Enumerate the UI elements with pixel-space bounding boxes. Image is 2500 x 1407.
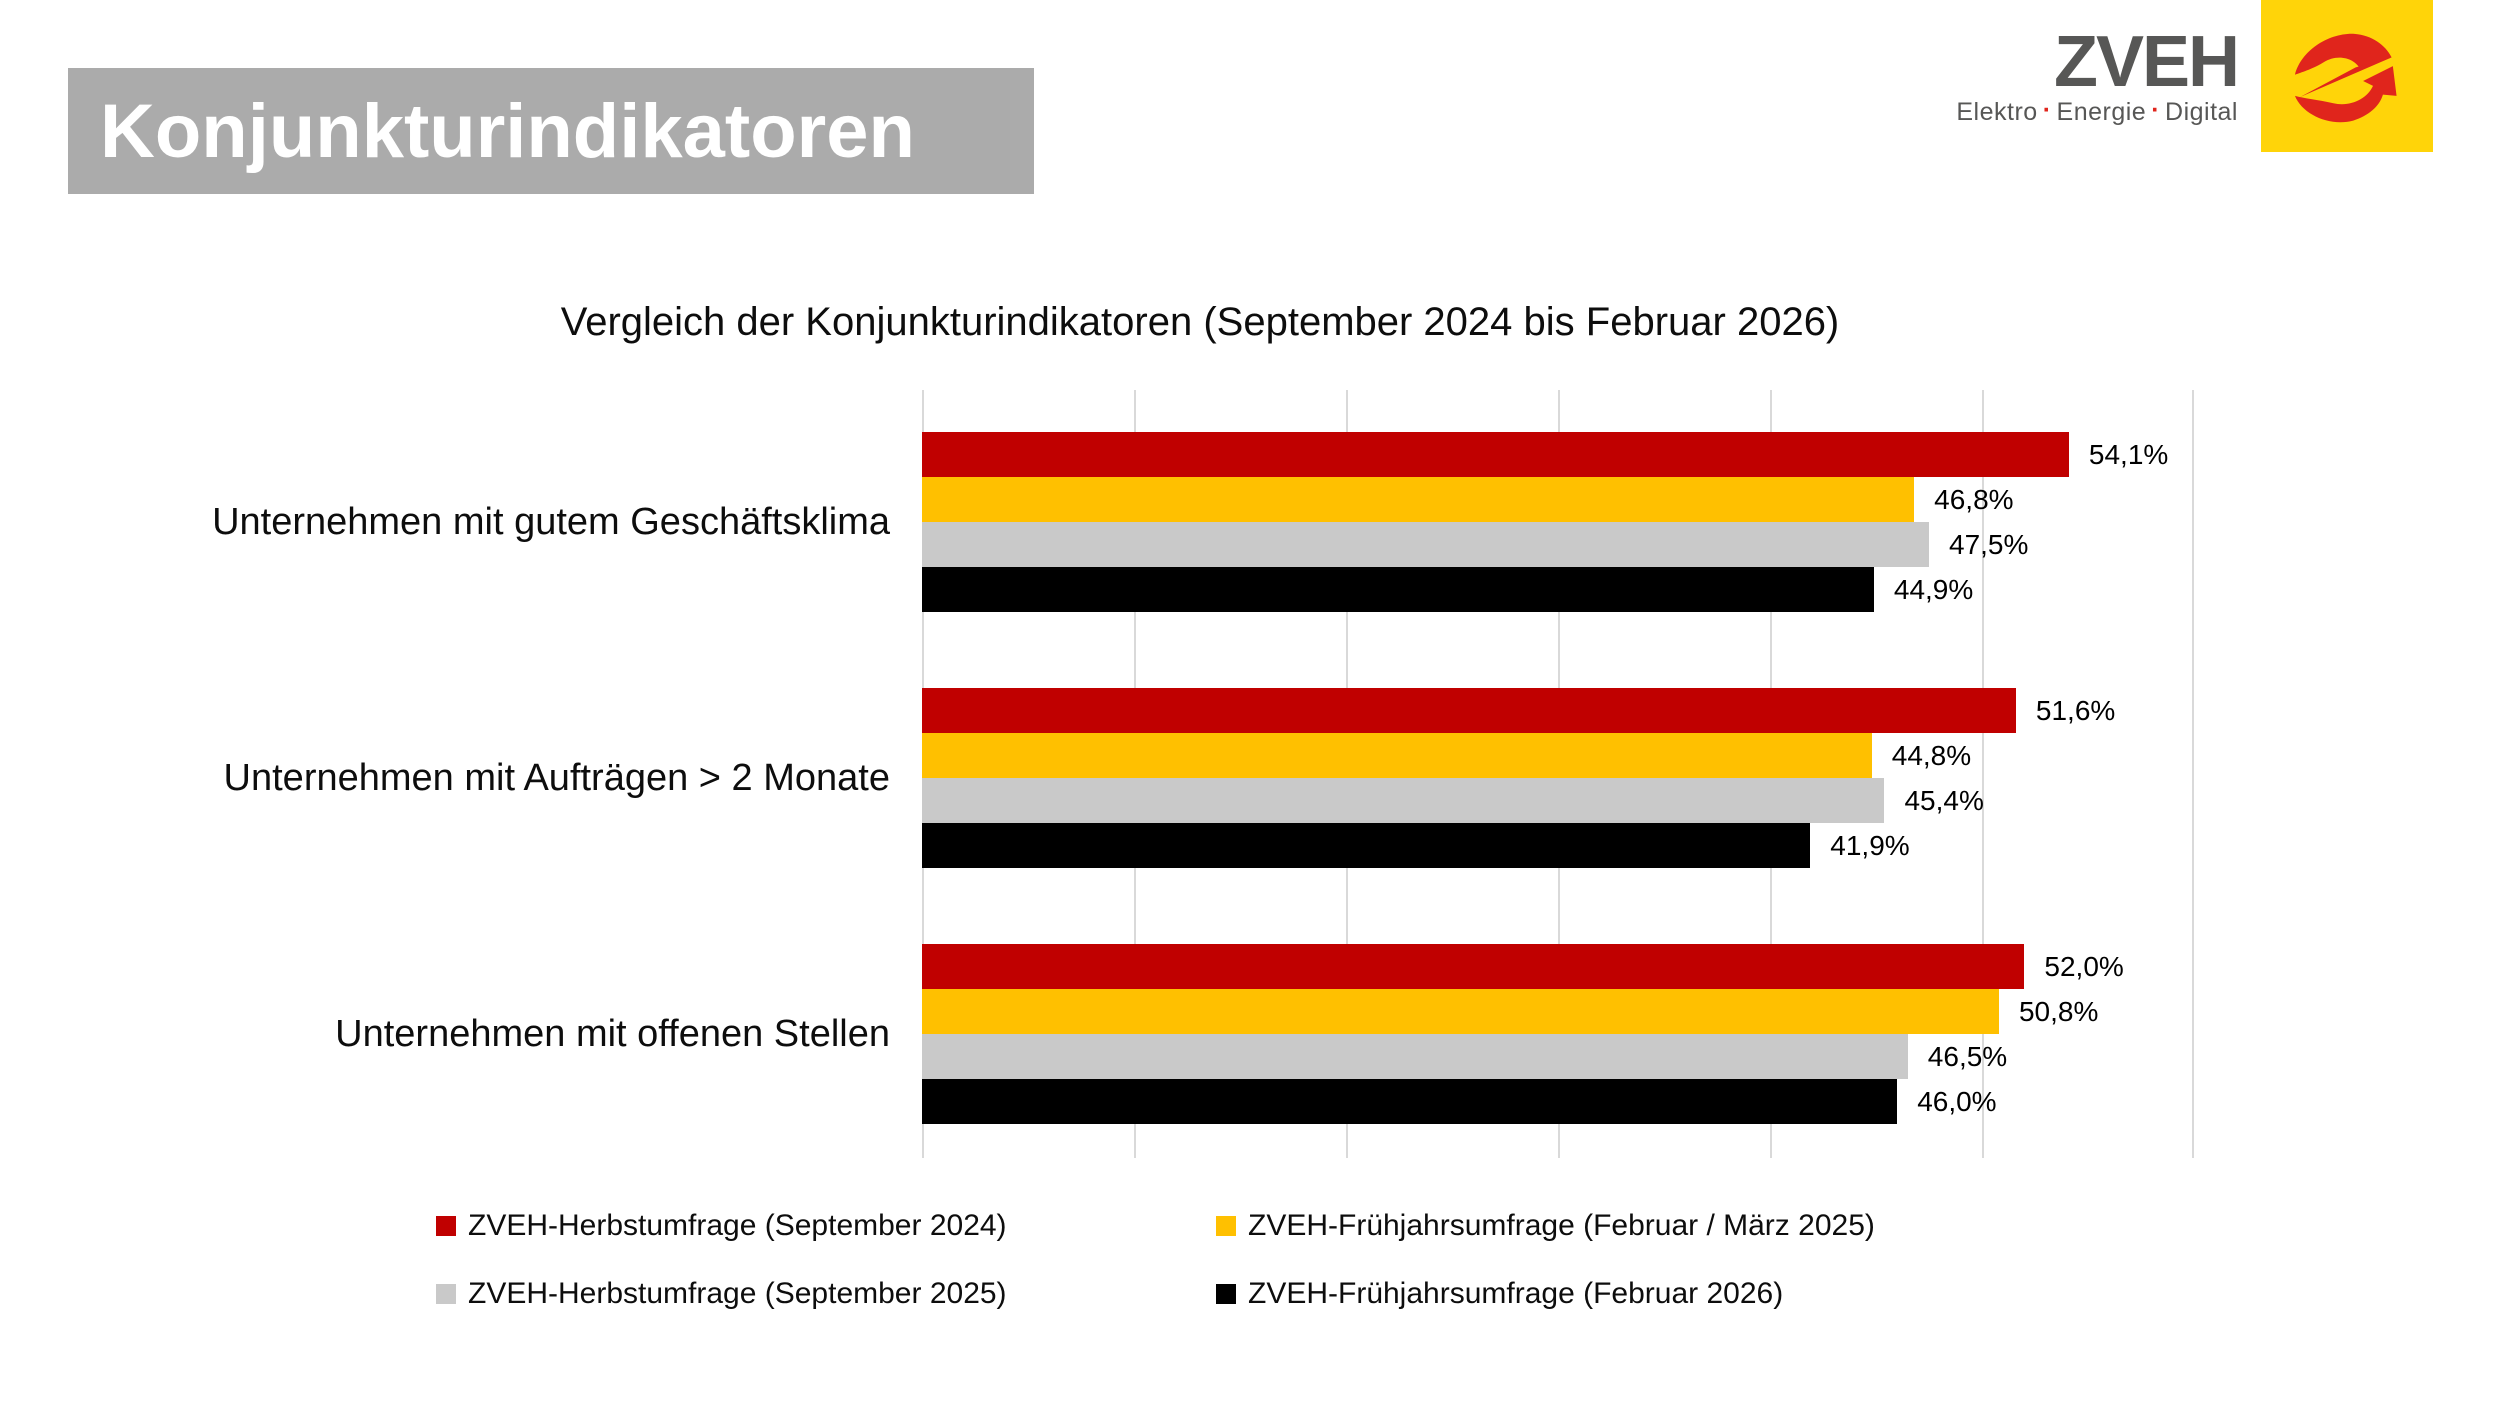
page-title-box: Konjunkturindikatoren <box>68 68 1034 194</box>
zveh-arrow-e-icon <box>2294 33 2397 123</box>
tagline-word: Elektro <box>1956 98 2038 126</box>
bar-series3-cat1 <box>922 522 1929 567</box>
bar-value-label: 44,8% <box>1891 740 1972 771</box>
gridline-60 <box>2192 390 2194 1158</box>
legend-swatch-icon <box>436 1216 456 1236</box>
chart-legend: ZVEH-Herbstumfrage (September 2024) ZVEH-… <box>436 1206 1875 1314</box>
legend-label: ZVEH-Herbstumfrage (September 2024) <box>468 1209 1007 1242</box>
bar-value-label: 46,0% <box>1917 1086 1997 1117</box>
legend-swatch-icon <box>436 1284 456 1304</box>
legend-swatch-icon <box>1216 1216 1236 1236</box>
bar-series1-cat3 <box>922 944 2025 989</box>
zveh-tagline: Elektro · Energie · Digital <box>1956 98 2238 126</box>
category-label-1: Unternehmen mit gutem Geschäftsklima <box>212 501 890 543</box>
legend-item-series4: ZVEH-Frühjahrsumfrage (Februar 2026) <box>1216 1274 1875 1314</box>
bar-series2-cat1 <box>922 477 1915 522</box>
bar-series2-cat2 <box>922 733 1872 778</box>
bar-series4-cat2 <box>922 823 1811 868</box>
legend-swatch-icon <box>1216 1284 1236 1304</box>
page-title: Konjunkturindikatoren <box>100 88 915 174</box>
category-label-2: Unternehmen mit Aufträgen > 2 Monate <box>223 757 890 799</box>
tagline-word: Energie <box>2056 98 2147 126</box>
bar-series1-cat1 <box>922 432 2069 477</box>
tagline-separator-dot: · <box>2042 96 2052 124</box>
tagline-word: Digital <box>2165 98 2238 126</box>
legend-item-series2: ZVEH-Frühjahrsumfrage (Februar / März 20… <box>1216 1206 1875 1246</box>
bar-value-label: 47,5% <box>1949 529 2029 560</box>
bar-series2-cat3 <box>922 989 1999 1034</box>
bar-series4-cat3 <box>922 1079 1898 1124</box>
bar-value-label: 44,9% <box>1893 574 1974 605</box>
legend-label: ZVEH-Frühjahrsumfrage (Februar 2026) <box>1248 1277 1784 1310</box>
category-label-3: Unternehmen mit offenen Stellen <box>335 1013 890 1055</box>
bar-value-label: 51,6% <box>2035 695 2116 726</box>
plot-area: 54,1% 46,8% 47,5% 44,9% 51,6% 44,8% 45,4% 41,9%… <box>922 390 2194 1158</box>
legend-item-series3: ZVEH-Herbstumfrage (September 2025) <box>436 1274 1216 1314</box>
legend-label: ZVEH-Herbstumfrage (September 2025) <box>468 1277 1007 1310</box>
bar-series3-cat3 <box>922 1034 1908 1079</box>
bar-value-label: 41,9% <box>1830 830 1910 861</box>
bar-value-label: 52,0% <box>2044 951 2124 982</box>
bar-series1-cat2 <box>922 688 2016 733</box>
bar-series3-cat2 <box>922 778 1885 823</box>
legend-item-series1: ZVEH-Herbstumfrage (September 2024) <box>436 1206 1216 1246</box>
bar-value-label: 45,4% <box>1904 785 1984 816</box>
tagline-separator-dot: · <box>2151 96 2161 124</box>
bar-value-label: 46,5% <box>1927 1041 2008 1072</box>
bar-value-label: 50,8% <box>2018 996 2099 1027</box>
bar-value-label: 54,1% <box>2088 439 2169 470</box>
chart-title: Vergleich der Konjunkturindikatoren (Sep… <box>560 300 1840 344</box>
zveh-logo-square <box>2261 0 2433 152</box>
legend-label: ZVEH-Frühjahrsumfrage (Februar / März 20… <box>1248 1209 1875 1242</box>
bar-value-label: 46,8% <box>1934 484 2014 515</box>
bar-series4-cat1 <box>922 567 1874 612</box>
zveh-wordmark: ZVEH <box>2053 22 2240 102</box>
gridline-50 <box>1982 390 1984 1158</box>
